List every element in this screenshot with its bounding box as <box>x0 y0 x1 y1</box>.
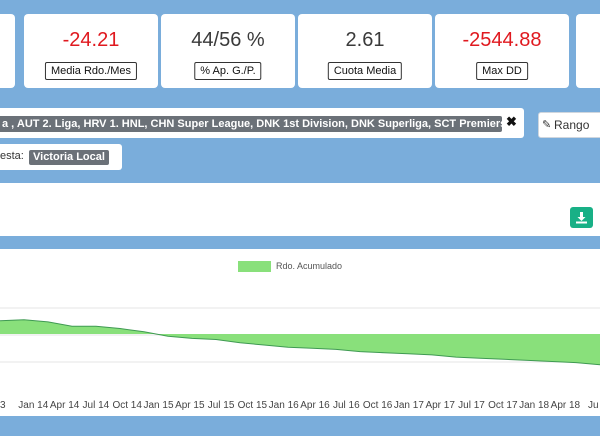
legend-label: Rdo. Acumulado <box>276 261 343 271</box>
league-filter-tag: a , AUT 2. Liga, HRV 1. HNL, CHN Super L… <box>0 116 502 132</box>
x-tick-label: Apr 16 <box>300 400 330 411</box>
stat-card-cuota-media: 2.61 Cuota Media <box>298 14 432 88</box>
stat-label: Max DD <box>476 62 528 80</box>
cumulative-result-chart <box>0 307 600 366</box>
stat-value: -24.21 <box>62 29 120 51</box>
stat-label: % Ap. G./P. <box>194 62 262 80</box>
x-tick-label: Jan 16 <box>268 400 299 411</box>
x-tick-label: 3 <box>0 400 6 411</box>
pencil-icon: ✎ <box>542 119 552 131</box>
stat-label: Media Rdo./Mes <box>44 62 138 80</box>
x-tick-label: Jul 14 <box>82 400 110 411</box>
close-icon[interactable]: ✖ <box>506 114 517 129</box>
x-tick-label: Jul 15 <box>207 400 235 411</box>
x-tick-label: Jan 18 <box>519 400 550 411</box>
x-tick-label: Apr 17 <box>425 400 455 411</box>
x-tick-label: Oct 17 <box>488 400 518 411</box>
x-tick-label: Ju <box>588 400 599 411</box>
x-tick-label: Jan 17 <box>393 400 424 411</box>
stat-value: 44/56 % <box>191 29 265 51</box>
stat-card-partial-right <box>576 14 600 88</box>
x-axis-ticks: 3 Jan 14 Apr 14 Jul 14 Oct 14 Jan 15 Apr 15 Jul… <box>0 400 600 414</box>
stat-value: -2544.88 <box>462 29 542 51</box>
series-area <box>0 319 600 365</box>
legend-swatch <box>238 261 271 272</box>
download-button[interactable] <box>570 207 593 228</box>
range-button[interactable]: ✎ Rango <box>538 112 600 138</box>
bet-type-label: esta: <box>0 150 24 162</box>
toolbar-panel <box>0 183 600 236</box>
stat-card-ap-gp: 44/56 % % Ap. G./P. <box>161 14 295 88</box>
x-tick-label: Jul 16 <box>332 400 360 411</box>
x-tick-label: Oct 14 <box>112 400 142 411</box>
bet-type-tag[interactable]: Victoria Local <box>29 150 109 165</box>
x-tick-label: Apr 14 <box>49 400 80 411</box>
download-icon <box>576 212 587 224</box>
x-tick-label: Jul 17 <box>458 400 485 411</box>
chart-panel: Rdo. Acumulado <box>0 249 600 416</box>
stat-card-max-dd: -2544.88 Max DD <box>435 14 569 88</box>
stat-value: 2.61 <box>345 29 385 51</box>
stat-card-partial-left <box>0 14 15 88</box>
x-tick-label: Jan 14 <box>18 400 49 411</box>
stat-card-media-rdo: -24.21 Media Rdo./Mes <box>24 14 158 88</box>
x-tick-label: Jan 15 <box>143 400 174 411</box>
x-tick-label: Oct 15 <box>237 400 268 411</box>
x-tick-label: Apr 18 <box>550 400 581 411</box>
bet-type-filter: esta: Victoria Local <box>0 144 122 170</box>
range-button-label: Rango <box>554 118 590 132</box>
stat-label: Cuota Media <box>327 62 403 80</box>
x-tick-label: Oct 16 <box>362 400 393 411</box>
x-tick-label: Apr 15 <box>175 400 205 411</box>
league-filter-bar: a , AUT 2. Liga, HRV 1. HNL, CHN Super L… <box>0 108 524 138</box>
series-line <box>0 319 600 366</box>
